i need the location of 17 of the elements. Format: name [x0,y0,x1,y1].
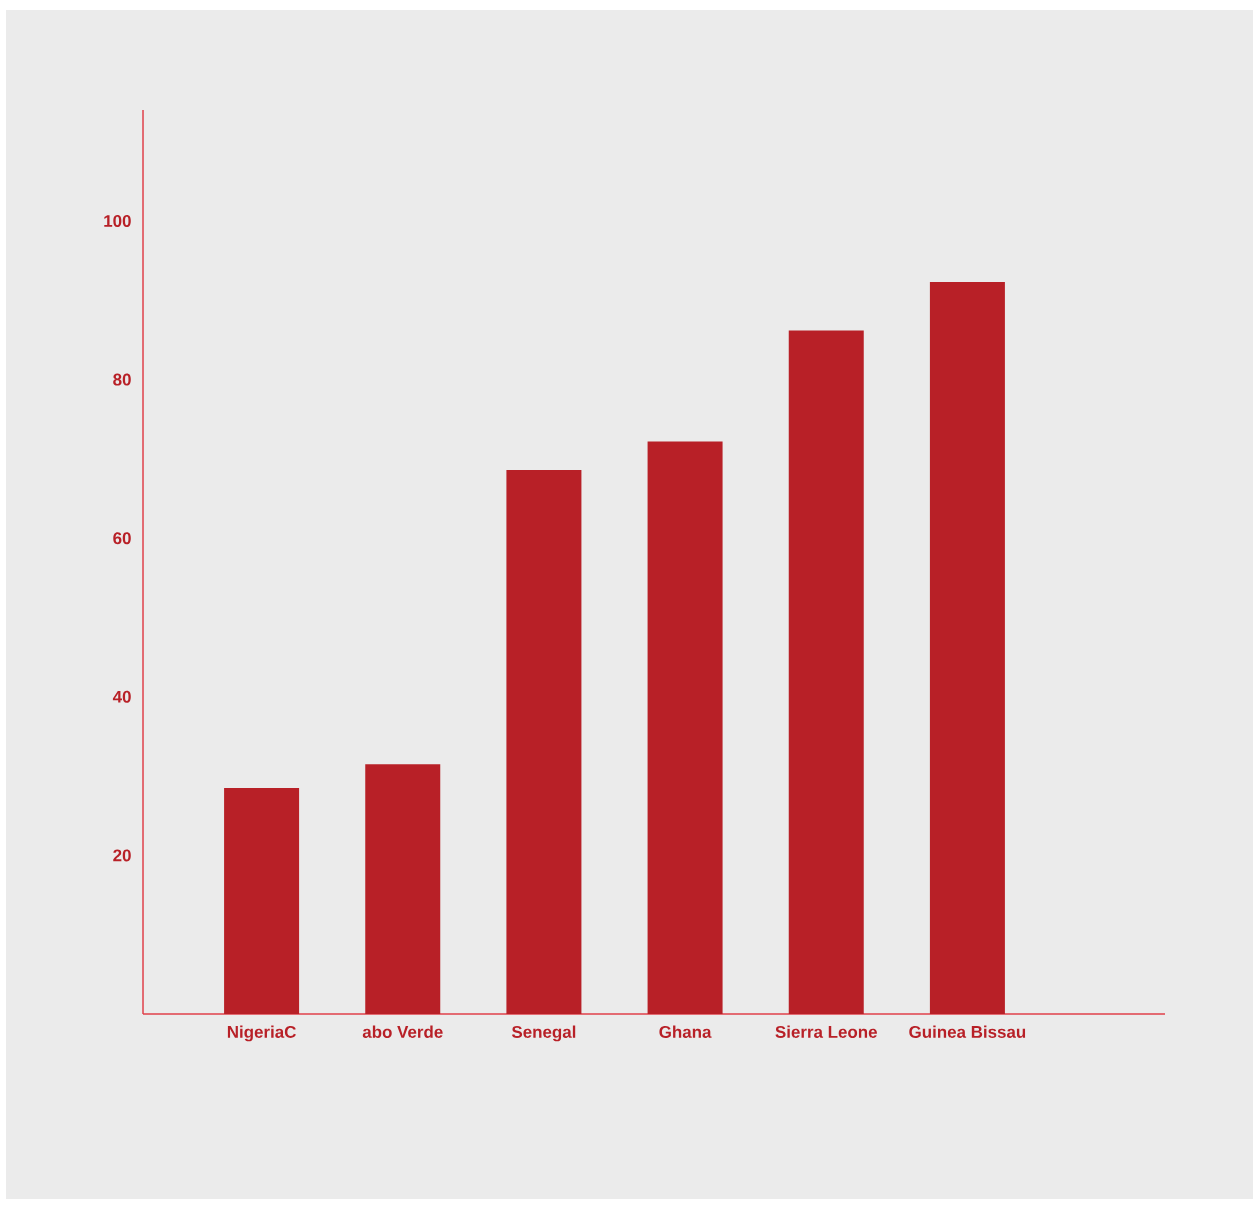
y-tick-label: 40 [112,690,131,703]
bar [788,330,864,1014]
x-tick-label: Guinea Bissau [909,1025,1026,1038]
bar [929,282,1005,1014]
bar [365,764,441,1014]
y-tick-label: 80 [113,373,131,386]
x-tick-label: Ghana [659,1025,712,1038]
x-tick-label: abo Verde [362,1025,443,1038]
x-tick-label: Senegal [511,1025,576,1042]
y-tick-label: 100 [104,215,131,227]
x-tick-label: NigeriaC [227,1025,296,1042]
bar [224,787,300,1014]
bar [506,469,582,1014]
x-tick-label: Sierra Leone [775,1025,877,1038]
y-tick-label: 60 [113,532,131,545]
y-tick-label: 20 [113,849,131,862]
bar [647,441,723,1014]
